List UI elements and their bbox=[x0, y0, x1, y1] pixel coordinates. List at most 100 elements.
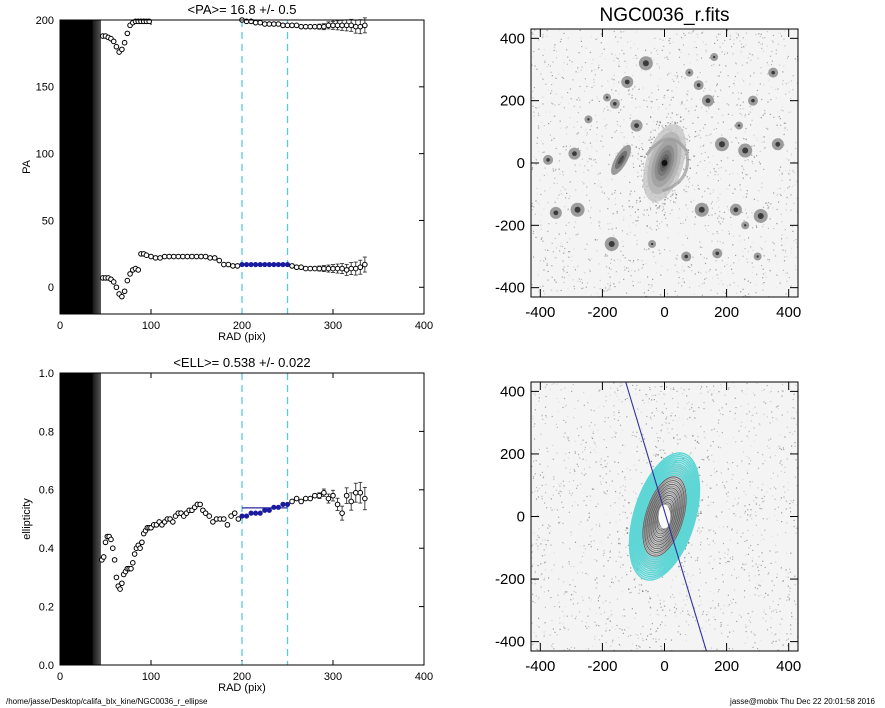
noise-speckle bbox=[591, 429, 593, 431]
noise-speckle bbox=[779, 187, 781, 189]
noise-speckle bbox=[687, 90, 689, 92]
noise-speckle bbox=[663, 457, 665, 460]
noise-speckle bbox=[766, 445, 769, 447]
noise-speckle bbox=[789, 431, 791, 434]
noise-speckle bbox=[609, 556, 611, 559]
noise-speckle bbox=[784, 127, 786, 129]
noise-speckle bbox=[534, 571, 536, 573]
noise-speckle bbox=[707, 455, 709, 458]
noise-speckle bbox=[770, 438, 772, 440]
noise-speckle bbox=[585, 286, 587, 288]
noise-speckle bbox=[688, 597, 690, 599]
noise-speckle bbox=[719, 562, 721, 564]
noise-speckle bbox=[598, 406, 600, 408]
noise-speckle bbox=[755, 515, 757, 517]
noise-speckle bbox=[697, 557, 699, 559]
noise-speckle bbox=[567, 265, 569, 267]
noise-speckle bbox=[675, 608, 678, 610]
noise-speckle bbox=[573, 288, 576, 290]
noise-speckle bbox=[595, 446, 597, 448]
noise-speckle bbox=[554, 169, 556, 171]
noise-speckle bbox=[639, 589, 641, 591]
noise-speckle bbox=[782, 71, 784, 73]
noise-speckle bbox=[655, 212, 657, 214]
noise-speckle bbox=[606, 627, 608, 629]
noise-speckle bbox=[796, 485, 798, 487]
noise-speckle bbox=[706, 614, 708, 616]
noise-speckle bbox=[560, 127, 562, 129]
noise-speckle bbox=[620, 556, 622, 558]
noise-speckle bbox=[767, 227, 769, 229]
noise-speckle bbox=[788, 599, 790, 601]
noise-speckle bbox=[636, 450, 638, 453]
noise-speckle bbox=[605, 253, 607, 256]
noise-speckle bbox=[760, 594, 762, 596]
noise-speckle bbox=[620, 486, 622, 488]
noise-speckle bbox=[532, 56, 534, 58]
noise-speckle bbox=[772, 472, 774, 474]
noise-speckle bbox=[691, 98, 693, 100]
noise-speckle bbox=[598, 390, 600, 392]
noise-speckle bbox=[548, 496, 550, 499]
noise-speckle bbox=[722, 414, 724, 416]
noise-speckle bbox=[657, 440, 659, 442]
noise-speckle bbox=[699, 98, 701, 100]
noise-speckle bbox=[595, 461, 597, 463]
noise-speckle bbox=[565, 145, 567, 147]
noise-speckle bbox=[758, 595, 760, 597]
noise-speckle bbox=[744, 426, 746, 429]
noise-speckle bbox=[664, 211, 666, 214]
noise-speckle bbox=[780, 460, 782, 462]
star bbox=[698, 206, 705, 213]
noise-speckle bbox=[680, 36, 682, 39]
noise-speckle bbox=[675, 575, 677, 577]
noise-speckle bbox=[745, 626, 747, 628]
noise-speckle bbox=[679, 438, 681, 440]
noise-speckle bbox=[708, 619, 710, 621]
noise-speckle bbox=[676, 434, 678, 436]
noise-speckle bbox=[766, 416, 768, 418]
noise-speckle bbox=[563, 252, 565, 254]
noise-speckle bbox=[580, 483, 582, 485]
noise-speckle bbox=[787, 572, 789, 574]
noise-speckle bbox=[727, 388, 730, 390]
noise-speckle bbox=[622, 240, 624, 242]
noise-speckle bbox=[605, 400, 607, 402]
noise-speckle bbox=[635, 107, 637, 109]
noise-speckle bbox=[727, 636, 729, 638]
noise-speckle bbox=[668, 432, 670, 434]
noise-speckle bbox=[574, 541, 577, 543]
noise-speckle bbox=[761, 390, 763, 392]
noise-speckle bbox=[599, 595, 601, 597]
noise-speckle bbox=[604, 417, 606, 419]
noise-speckle bbox=[566, 49, 568, 51]
noise-speckle bbox=[626, 292, 628, 294]
noise-speckle bbox=[623, 31, 625, 33]
noise-speckle bbox=[707, 175, 709, 177]
noise-speckle bbox=[624, 399, 626, 401]
noise-speckle bbox=[747, 553, 749, 555]
noise-speckle bbox=[746, 174, 748, 176]
noise-speckle bbox=[718, 526, 720, 528]
noise-speckle bbox=[599, 288, 601, 290]
noise-speckle bbox=[742, 288, 744, 290]
noise-speckle bbox=[532, 105, 534, 107]
noise-speckle bbox=[609, 551, 611, 553]
noise-speckle bbox=[605, 127, 607, 129]
noise-speckle bbox=[722, 221, 724, 223]
noise-speckle bbox=[666, 225, 668, 227]
noise-speckle bbox=[676, 254, 678, 257]
data-point bbox=[207, 255, 213, 261]
noise-speckle bbox=[656, 63, 658, 65]
noise-speckle bbox=[747, 514, 749, 516]
noise-speckle bbox=[581, 158, 583, 160]
noise-speckle bbox=[607, 560, 609, 562]
noise-speckle bbox=[563, 281, 565, 284]
noise-speckle bbox=[677, 631, 679, 633]
noise-speckle bbox=[670, 72, 672, 74]
noise-speckle bbox=[617, 107, 619, 109]
noise-speckle bbox=[540, 586, 542, 588]
noise-speckle bbox=[617, 152, 619, 154]
data-point bbox=[137, 545, 143, 552]
noise-speckle bbox=[637, 158, 639, 160]
